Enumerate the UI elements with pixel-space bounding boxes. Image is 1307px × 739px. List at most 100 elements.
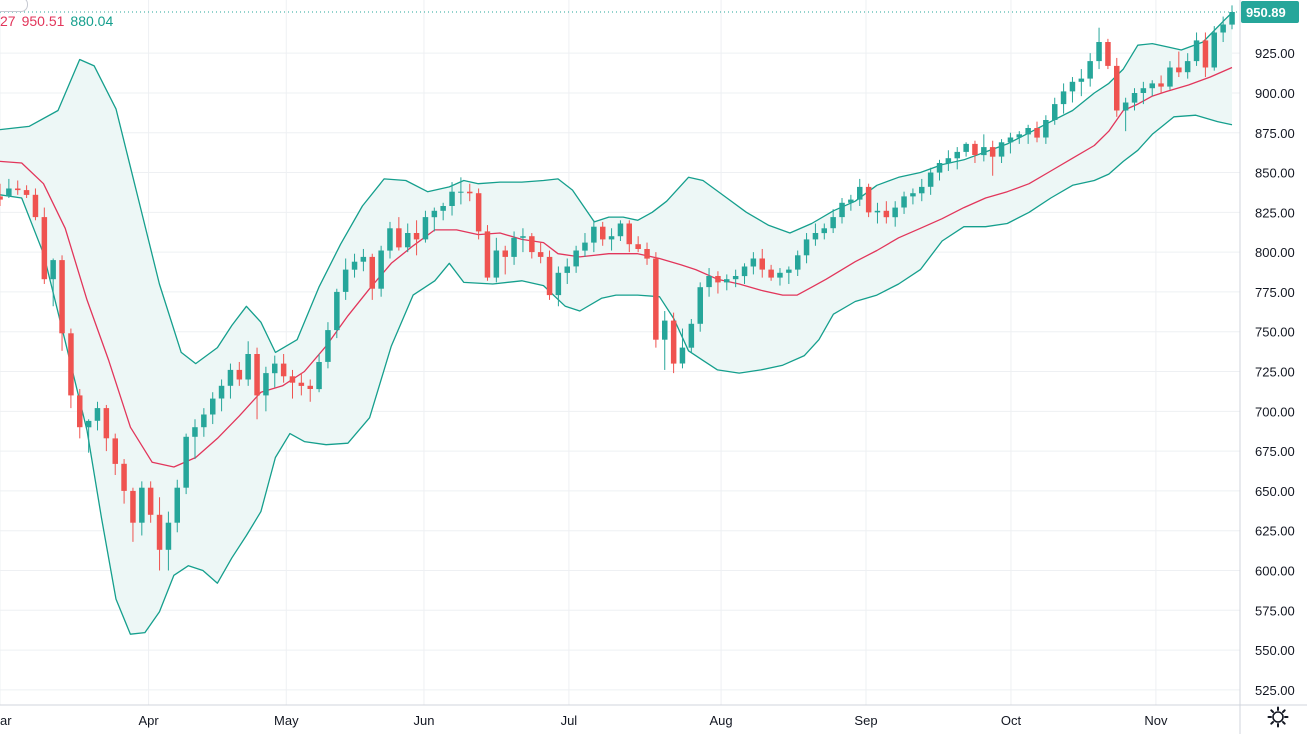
candle <box>910 188 916 205</box>
last-price-tag: 950.89 <box>1241 1 1299 23</box>
candle <box>724 274 730 291</box>
candle-body <box>94 408 101 421</box>
candle <box>77 389 83 439</box>
candle <box>316 354 322 393</box>
candle <box>1069 77 1076 103</box>
candle <box>1114 57 1120 117</box>
candle-body <box>218 385 225 399</box>
candle <box>475 188 482 240</box>
candle <box>759 248 765 278</box>
candle <box>874 202 881 224</box>
candle <box>1025 124 1031 144</box>
candle <box>325 322 331 369</box>
candle-body <box>156 514 163 550</box>
candle <box>183 433 189 495</box>
time-tick-label: Sep <box>854 713 877 728</box>
price-tick-label: 925.00 <box>1255 46 1295 61</box>
candle-body <box>1043 120 1049 138</box>
candle-body <box>431 210 438 218</box>
candle-body <box>1140 88 1147 93</box>
candle <box>360 248 367 272</box>
candle <box>857 178 863 206</box>
candle <box>653 252 659 348</box>
price-tick-label: 700.00 <box>1255 404 1295 419</box>
candle-body <box>449 191 455 206</box>
candle-body <box>768 269 774 278</box>
candle-body <box>732 276 739 280</box>
candle <box>1043 115 1049 144</box>
candle <box>688 318 695 353</box>
gear-icon[interactable] <box>1267 706 1289 728</box>
legend-upper-band-value: 27 <box>0 13 16 29</box>
candle-body <box>1211 32 1217 68</box>
candle-body <box>272 363 278 374</box>
candle-body <box>236 369 243 380</box>
price-tick-label: 650.00 <box>1255 484 1295 499</box>
last-price-tag-text: 950.89 <box>1246 5 1286 20</box>
candle <box>1184 53 1191 79</box>
time-tick-label: Aug <box>710 713 733 728</box>
candle <box>591 220 597 253</box>
candle <box>147 481 154 523</box>
candle <box>413 220 420 256</box>
candle <box>511 231 517 265</box>
candle <box>68 328 74 409</box>
candle <box>546 250 553 300</box>
candle <box>963 142 969 157</box>
time-tick-label: Jun <box>414 713 435 728</box>
candle-body <box>1202 40 1209 68</box>
legend-collapse-pill[interactable] <box>0 0 28 12</box>
time-axis: ar Apr May Jun Jul Aug Sep Oct Nov <box>0 713 1168 728</box>
candle-body <box>759 258 765 270</box>
candle <box>564 258 570 284</box>
candle <box>697 282 703 332</box>
candle <box>786 266 792 284</box>
candle-body <box>786 269 792 273</box>
candle-body <box>529 236 535 253</box>
candle <box>165 511 172 571</box>
candle-body <box>467 191 473 194</box>
price-tick-label: 800.00 <box>1255 245 1295 260</box>
candle <box>1220 16 1226 43</box>
candle <box>1193 32 1200 66</box>
candle-body <box>848 199 854 203</box>
candle-body <box>1167 67 1173 87</box>
candle <box>6 178 12 199</box>
candle-body <box>989 147 996 157</box>
candle <box>883 201 890 224</box>
candle-body <box>1069 81 1076 92</box>
candle <box>369 253 375 300</box>
candle-body <box>1220 24 1226 33</box>
lower-band-line <box>0 114 1233 635</box>
candle <box>272 355 278 388</box>
candle-body <box>458 191 464 193</box>
candle <box>919 178 925 202</box>
candle-body <box>378 250 384 289</box>
candle-body <box>697 287 703 324</box>
candle <box>218 379 225 412</box>
candle <box>307 379 313 402</box>
candle <box>954 147 960 170</box>
candle-body <box>865 186 872 213</box>
price-tick-label: 875.00 <box>1255 126 1295 141</box>
candle <box>679 328 686 369</box>
candle-body <box>103 408 110 439</box>
candle <box>23 185 30 199</box>
candle <box>112 433 118 475</box>
candle-body <box>1087 61 1093 79</box>
candle-body <box>777 272 783 278</box>
candle-body <box>50 260 56 280</box>
candle-body <box>724 279 730 283</box>
candle-body <box>741 266 748 277</box>
candle <box>1229 5 1235 30</box>
candle-body <box>139 487 145 523</box>
candle <box>795 250 801 277</box>
candle-body <box>635 244 641 249</box>
time-tick-label: Oct <box>1001 713 1022 728</box>
candle <box>254 347 260 420</box>
candle-body <box>555 272 562 296</box>
candle <box>0 183 3 206</box>
candle-body <box>440 206 446 211</box>
